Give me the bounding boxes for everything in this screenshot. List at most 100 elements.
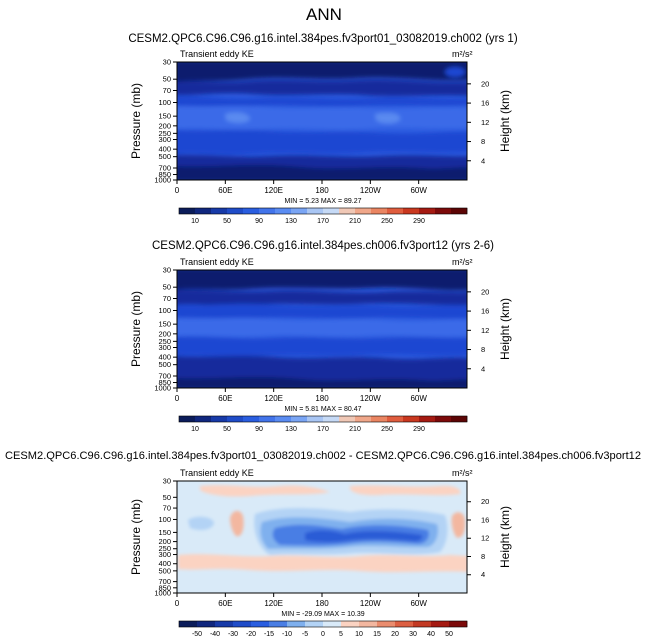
y-tick-label: 500: [158, 566, 171, 575]
y-right-tick-label: 16: [481, 307, 489, 316]
y-right-tick-label: 8: [481, 552, 485, 561]
y-tick-label: 300: [158, 135, 171, 144]
panel-3-units: m²/s²: [452, 468, 473, 478]
colorbar-label: 170: [317, 218, 329, 225]
y-tick-label: 400: [158, 353, 171, 362]
colorbar-swatch: [323, 621, 342, 627]
colorbar-label: 250: [381, 218, 393, 225]
colorbar-swatch: [243, 416, 260, 422]
colorbar-label: -15: [264, 631, 274, 638]
colorbar-frame: [178, 620, 468, 628]
y-right-tick-label: 12: [481, 326, 489, 335]
x-tick-label: 0: [175, 599, 180, 608]
colorbar-swatch: [291, 416, 308, 422]
x-tick-label: 120E: [264, 599, 283, 608]
x-tick-label: 0: [175, 186, 180, 195]
y-tick-label: 100: [158, 306, 171, 315]
colorbar-swatch: [287, 621, 306, 627]
panel-2-subtitle: Transient eddy KE: [180, 257, 254, 267]
colorbar-swatch: [413, 621, 432, 627]
y-tick-label: 250: [158, 544, 171, 553]
panel-1-subtitle: Transient eddy KE: [180, 49, 254, 59]
y-tick-label: 300: [158, 550, 171, 559]
y-right-tick-label: 4: [481, 156, 485, 165]
y-tick-label: 150: [158, 112, 171, 121]
colorbar-swatch: [215, 621, 234, 627]
colorbar-swatch: [435, 416, 452, 422]
colorbar-swatch: [431, 621, 450, 627]
colorbar-label: -50: [192, 631, 202, 638]
y-right-tick-label: 4: [481, 570, 485, 579]
y-right-tick-label: 12: [481, 118, 489, 127]
colorbar-label: -10: [282, 631, 292, 638]
colorbar-swatch: [275, 208, 292, 214]
colorbar-label: 250: [381, 426, 393, 433]
panel-2-y-label: Pressure (mb): [129, 291, 143, 367]
x-tick-label: 60E: [218, 599, 232, 608]
panel-3-y-ticks-right: 20 16 12 8 4: [467, 497, 489, 579]
colorbar-swatch: [323, 208, 340, 214]
panel-1-units: m²/s²: [452, 49, 473, 59]
colorbar-swatch: [419, 416, 436, 422]
figure-title: ANN: [306, 5, 342, 24]
y-tick-label: 400: [158, 145, 171, 154]
colorbar-swatch: [451, 208, 468, 214]
colorbar-label: 5: [339, 631, 343, 638]
y-tick-label: 1000: [154, 589, 171, 598]
y-right-tick-label: 12: [481, 534, 489, 543]
colorbar-swatch: [371, 208, 388, 214]
colorbar-swatch: [179, 621, 198, 627]
y-tick-label: 70: [163, 86, 171, 95]
colorbar-label: 40: [427, 631, 435, 638]
x-tick-label: 120W: [360, 186, 381, 195]
colorbar-swatch: [197, 621, 216, 627]
panel-2-stats: MIN = 5.81 MAX = 80.47: [284, 406, 361, 413]
y-right-tick-label: 20: [481, 497, 489, 506]
colorbar-swatch: [339, 416, 356, 422]
colorbar-swatch: [435, 208, 452, 214]
colorbar-swatch: [259, 416, 276, 422]
y-right-tick-label: 8: [481, 345, 485, 354]
x-tick-label: 120W: [360, 599, 381, 608]
x-tick-label: 120E: [264, 186, 283, 195]
y-tick-label: 1000: [154, 176, 171, 185]
panel-3-stats: MIN = -29.09 MAX = 10.39: [281, 611, 364, 618]
colorbar-label: 290: [413, 426, 425, 433]
panel-3-y-label-right: Height (km): [498, 506, 512, 568]
panel-1-stats: MIN = 5.23 MAX = 89.27: [284, 198, 361, 205]
y-right-tick-label: 8: [481, 137, 485, 146]
y-tick-label: 70: [163, 294, 171, 303]
colorbar-label: 50: [223, 426, 231, 433]
colorbar-swatch: [227, 208, 244, 214]
colorbar-frame: [178, 207, 468, 215]
y-tick-label: 850: [158, 583, 171, 592]
colorbar-swatch: [275, 416, 292, 422]
y-tick-label: 500: [158, 152, 171, 161]
y-tick-label: 250: [158, 129, 171, 138]
y-tick-label: 100: [158, 98, 171, 107]
colorbar-swatch: [305, 621, 324, 627]
colorbar-label: -30: [228, 631, 238, 638]
y-tick-label: 100: [158, 515, 171, 524]
y-right-tick-label: 16: [481, 515, 489, 524]
y-tick-label: 700: [158, 163, 171, 172]
x-tick-label: 120W: [360, 394, 381, 403]
y-right-tick-label: 20: [481, 287, 489, 296]
panel-2: CESM2.QPC6.C96.C96.g16.intel.384pes.ch00…: [129, 240, 512, 433]
colorbar-label: 15: [373, 631, 381, 638]
panel-3: CESM2.QPC6.C96.C96.g16.intel.384pes.fv3p…: [5, 450, 641, 638]
colorbar-swatch: [211, 416, 228, 422]
x-tick-label: 60W: [410, 186, 427, 195]
colorbar-swatch: [359, 621, 378, 627]
colorbar-swatch: [341, 621, 360, 627]
colorbar-label: -5: [302, 631, 308, 638]
colorbar-label: 290: [413, 218, 425, 225]
x-tick-label: 60W: [410, 599, 427, 608]
y-tick-label: 200: [158, 121, 171, 130]
panel-3-colorbar: -50 -40 -30 -20 -15 -10 -5 0 5 10 15 20 30 40 50: [178, 620, 468, 638]
colorbar-label: 20: [391, 631, 399, 638]
panel-2-y-ticks-right: 20 16 12 8 4: [467, 287, 489, 373]
colorbar-swatch: [269, 621, 288, 627]
